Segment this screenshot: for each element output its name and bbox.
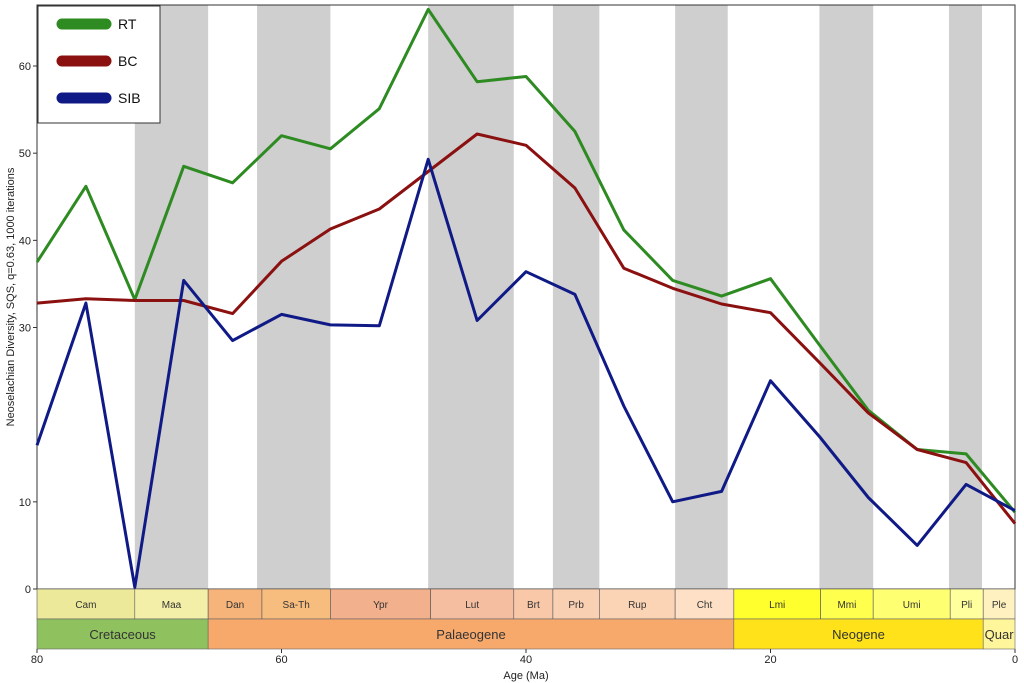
stage-label-pli: Pli <box>961 600 972 611</box>
stage-box-pli <box>949 588 984 620</box>
period-box-quar <box>982 618 1016 650</box>
series-lines <box>35 7 1017 589</box>
series-line-sib <box>35 157 1016 589</box>
stage-label-sa-th: Sa-Th <box>283 600 310 611</box>
legend-label-rt: RT <box>118 16 137 32</box>
period-label-quar: Quar <box>985 627 1015 642</box>
stage-label-prb: Prb <box>568 600 584 611</box>
stage-label-lut: Lut <box>465 600 479 611</box>
period-box-cretaceous <box>36 618 209 650</box>
stage-label-cht: Cht <box>697 600 713 611</box>
y-tick-label-10: 10 <box>19 497 31 509</box>
legend: RT BC SIB <box>37 5 161 124</box>
y-tick-label-50: 50 <box>19 148 31 160</box>
y-axis-title: Neoselachian Diversity, SQS, q=0.63, 100… <box>5 167 17 426</box>
y-tick-label-40: 40 <box>19 235 31 247</box>
y-tick-label-60: 60 <box>19 61 31 73</box>
legend-label-bc: BC <box>118 53 137 69</box>
stage-box-rup <box>599 588 676 620</box>
series-line-rt <box>35 7 1017 514</box>
x-tick-label-40: 40 <box>520 654 532 666</box>
timescale: Cam Maa Dan Sa-Th Ypr Lut Brt Prb Rup Cht Lmi Mmi Um… <box>36 588 1016 650</box>
stage-box-mmi <box>820 588 874 620</box>
stage-label-cam: Cam <box>75 600 96 611</box>
stage-box-prb <box>552 588 600 620</box>
stage-box-lut <box>430 588 515 620</box>
shaded-band-1 <box>257 5 331 589</box>
stage-box-lmi <box>733 588 821 620</box>
stage-label-ypr: Ypr <box>373 600 388 611</box>
period-label-palaeogene: Palaeogene <box>436 627 505 642</box>
stage-box-cht <box>674 588 735 620</box>
stage-box-brt <box>513 588 554 620</box>
x-tick-label-0: 0 <box>1012 654 1018 666</box>
axes: 0 10 30 40 50 60 80 60 40 20 0 Age (Ma) Neoselachian… <box>5 61 1018 682</box>
shaded-bands <box>134 5 982 589</box>
stage-box-dan <box>207 588 263 620</box>
stage-label-lmi: Lmi <box>769 600 785 611</box>
stage-label-mmi: Mmi <box>837 600 856 611</box>
x-tick-label-60: 60 <box>275 654 287 666</box>
stage-box-maa <box>134 588 209 620</box>
stage-label-rup: Rup <box>628 600 647 611</box>
series-line-bc <box>36 132 1017 525</box>
x-tick-label-20: 20 <box>764 654 776 666</box>
y-tick-label-30: 30 <box>19 323 31 335</box>
stage-label-maa: Maa <box>162 600 182 611</box>
x-tick-label-80: 80 <box>31 654 43 666</box>
period-label-neogene: Neogene <box>832 627 885 642</box>
x-axis-title: Age (Ma) <box>503 670 548 682</box>
stage-label-brt: Brt <box>527 600 540 611</box>
stage-label-umi: Umi <box>903 600 921 611</box>
period-box-palaeogene <box>207 618 735 650</box>
stage-label-dan: Dan <box>226 600 244 611</box>
period-box-neogene <box>733 618 984 650</box>
legend-label-sib: SIB <box>118 90 141 106</box>
stage-box-umi <box>872 588 951 620</box>
period-label-cretaceous: Cretaceous <box>89 627 156 642</box>
shaded-band-5 <box>819 5 874 589</box>
y-tick-label-0: 0 <box>25 584 31 596</box>
stage-label-ple: Ple <box>992 600 1007 611</box>
